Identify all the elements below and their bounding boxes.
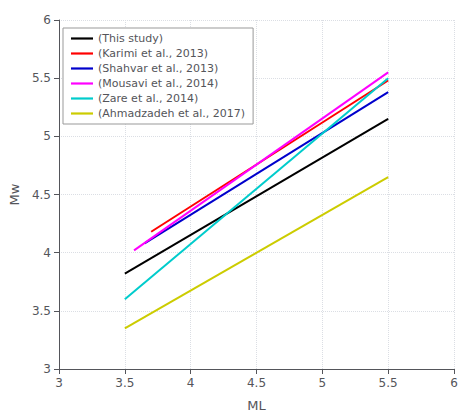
svg-text:(Karimi et al., 2013): (Karimi et al., 2013) (98, 47, 208, 60)
svg-text:(Zare et al., 2014): (Zare et al., 2014) (98, 92, 198, 105)
svg-text:4: 4 (43, 246, 51, 260)
svg-text:(This study): (This study) (98, 32, 163, 45)
svg-text:3.5: 3.5 (32, 304, 51, 318)
svg-text:(Ahmadzadeh et al., 2017): (Ahmadzadeh et al., 2017) (98, 107, 245, 120)
svg-text:5: 5 (319, 376, 327, 390)
svg-text:6: 6 (43, 13, 51, 27)
svg-text:5.5: 5.5 (379, 376, 398, 390)
svg-text:6: 6 (450, 376, 458, 390)
svg-text:3: 3 (43, 362, 51, 376)
svg-text:3: 3 (55, 376, 63, 390)
svg-text:4: 4 (187, 376, 195, 390)
svg-text:(Shahvar et al., 2013): (Shahvar et al., 2013) (98, 62, 218, 75)
svg-text:5: 5 (43, 129, 51, 143)
svg-text:(Mousavi et al., 2014): (Mousavi et al., 2014) (98, 77, 218, 90)
svg-text:4.5: 4.5 (247, 376, 266, 390)
svg-text:Mw: Mw (7, 183, 22, 205)
svg-text:5.5: 5.5 (32, 71, 51, 85)
svg-text:3.5: 3.5 (115, 376, 134, 390)
svg-text:4.5: 4.5 (32, 188, 51, 202)
svg-text:ML: ML (247, 398, 266, 413)
